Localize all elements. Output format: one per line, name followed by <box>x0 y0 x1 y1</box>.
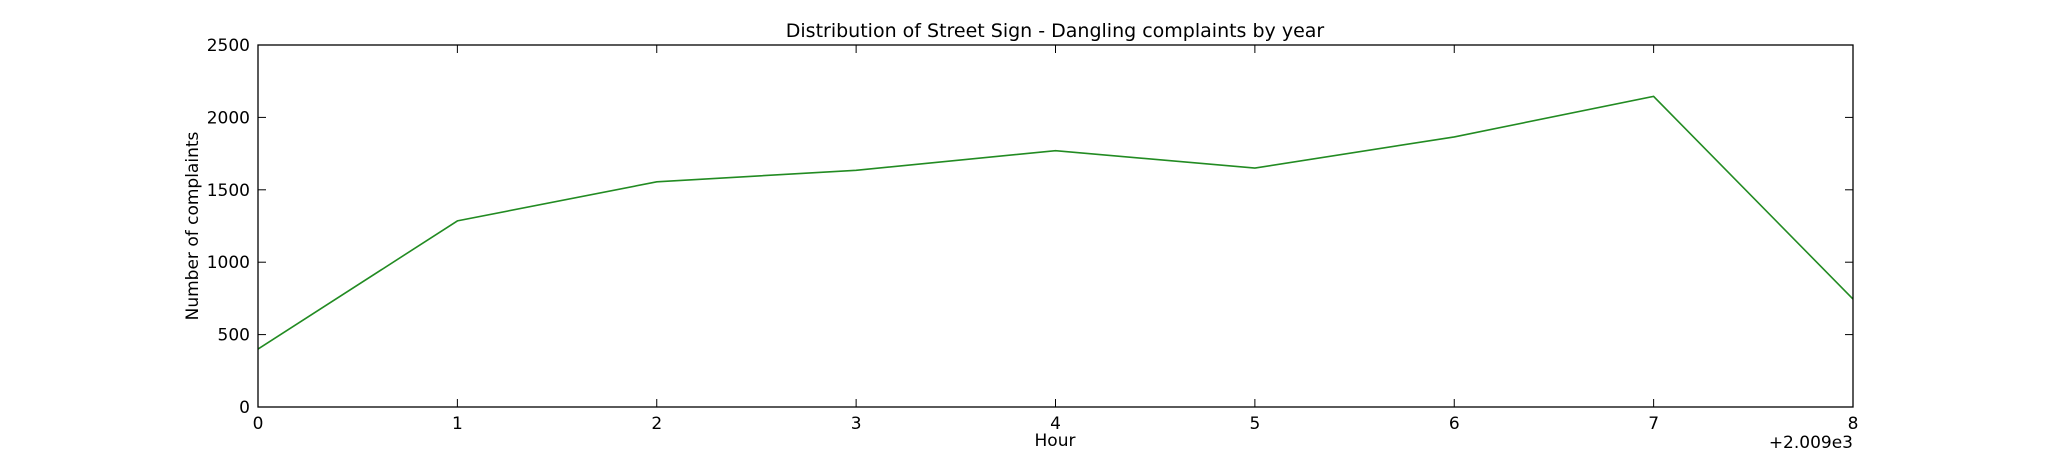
y-tick-label: 1500 <box>207 181 250 201</box>
x-tick-label: 2 <box>651 414 662 434</box>
x-axis-offset-label: +2.009e3 <box>1769 433 1853 450</box>
series-layer <box>257 95 1854 350</box>
x-tick-label: 4 <box>1050 414 1061 434</box>
y-axis-ticks: 0 500 1000 1500 2000 2500 <box>207 36 1853 418</box>
series-line <box>257 95 1854 350</box>
y-axis-label: Number of complaints <box>183 131 203 320</box>
chart-title: Distribution of Street Sign - Dangling c… <box>786 20 1325 42</box>
x-tick-label: 7 <box>1648 414 1659 434</box>
y-tick-label: 1000 <box>207 253 250 273</box>
plot-area-frame <box>257 44 1854 408</box>
y-tick-label: 2500 <box>207 36 250 56</box>
x-tick-label: 8 <box>1848 414 1859 434</box>
y-tick-label: 500 <box>218 326 250 346</box>
x-tick-label: 1 <box>452 414 463 434</box>
y-tick-label: 0 <box>239 398 250 418</box>
x-tick-label: 6 <box>1449 414 1460 434</box>
y-tick-label: 2000 <box>207 108 250 128</box>
x-axis-label: Hour <box>1035 431 1076 450</box>
x-tick-label: 5 <box>1249 414 1260 434</box>
x-tick-label: 3 <box>851 414 862 434</box>
x-tick-label: 0 <box>253 414 264 434</box>
